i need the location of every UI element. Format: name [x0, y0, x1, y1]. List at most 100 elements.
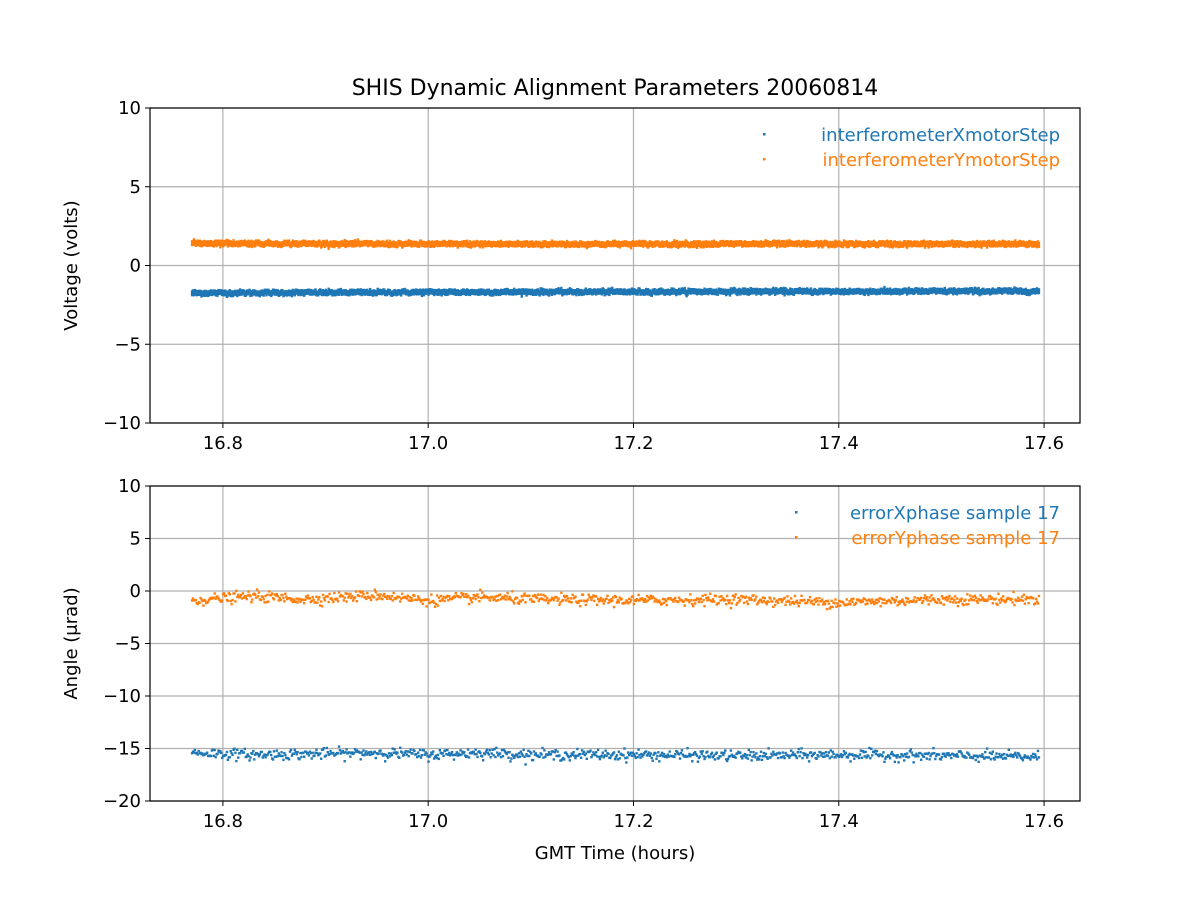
data-point: [512, 600, 515, 603]
data-point: [431, 752, 434, 756]
data-point: [954, 755, 958, 758]
data-point: [432, 601, 436, 604]
data-point: [728, 599, 732, 602]
data-point: [650, 597, 653, 600]
series-0: [190, 745, 1041, 766]
data-point: [302, 751, 305, 754]
data-point: [666, 753, 669, 756]
data-point: [729, 606, 733, 610]
data-point: [262, 598, 265, 601]
data-point: [980, 755, 983, 758]
data-point: [416, 755, 419, 759]
data-point: [583, 599, 587, 603]
data-point: [252, 749, 255, 753]
data-point: [754, 598, 757, 601]
data-point: [229, 749, 232, 753]
data-point: [922, 239, 926, 246]
data-point: [1033, 756, 1036, 759]
data-point: [986, 598, 990, 601]
data-point: [677, 753, 681, 756]
data-point: [475, 752, 478, 756]
data-point: [553, 751, 556, 754]
data-point: [636, 755, 639, 759]
data-point: [956, 755, 960, 758]
data-point: [603, 599, 606, 603]
data-point: [216, 595, 219, 598]
data-point: [349, 755, 352, 758]
data-point: [803, 754, 806, 757]
data-point: [353, 747, 357, 751]
data-point: [328, 752, 331, 756]
data-point: [801, 756, 804, 760]
data-point: [448, 751, 451, 755]
data-point: [728, 754, 732, 758]
data-point: [321, 748, 325, 751]
data-point: [680, 749, 684, 752]
data-point: [749, 597, 752, 600]
data-point: [836, 602, 839, 605]
data-point: [616, 758, 620, 761]
data-point: [697, 600, 701, 604]
data-point: [1017, 596, 1020, 600]
data-point: [761, 596, 765, 599]
data-point: [780, 756, 783, 759]
data-point: [950, 756, 953, 760]
data-point: [277, 752, 280, 755]
data-point: [894, 599, 897, 602]
data-point: [425, 605, 428, 608]
data-point: [513, 754, 517, 758]
data-point: [849, 603, 852, 606]
data-point: [440, 599, 443, 602]
data-point: [691, 602, 694, 606]
data-point: [759, 598, 763, 602]
data-point: [974, 758, 978, 762]
data-point: [637, 748, 640, 751]
data-point: [228, 593, 231, 596]
data-point: [631, 751, 635, 754]
data-point: [310, 757, 313, 760]
data-point: [265, 600, 268, 604]
data-point: [739, 598, 742, 601]
data-point: [614, 755, 618, 759]
data-point: [922, 755, 926, 758]
data-point: [672, 600, 675, 603]
data-point: [817, 603, 820, 606]
data-point: [815, 757, 818, 760]
data-point: [929, 599, 932, 603]
data-point: [668, 750, 671, 753]
data-point: [1026, 596, 1029, 600]
data-point: [871, 600, 875, 603]
data-point: [193, 748, 197, 752]
data-point: [647, 751, 651, 754]
data-point: [508, 750, 511, 754]
data-point: [567, 755, 571, 759]
data-point: [560, 286, 563, 293]
data-point: [751, 755, 754, 758]
data-point: [761, 755, 765, 758]
chart-title: SHIS Dynamic Alignment Parameters 200608…: [352, 76, 879, 101]
data-point: [875, 749, 879, 753]
data-point: [248, 593, 251, 597]
data-point: [574, 756, 577, 760]
data-point: [322, 746, 326, 750]
data-point: [546, 596, 549, 600]
data-point: [726, 757, 730, 761]
data-point: [573, 754, 576, 757]
data-point: [344, 592, 347, 595]
data-point: [724, 602, 728, 606]
data-point: [867, 754, 870, 758]
data-point: [902, 600, 905, 603]
data-point: [237, 756, 240, 759]
data-point: [321, 593, 325, 597]
data-point: [1002, 599, 1006, 602]
data-point: [352, 751, 356, 755]
data-point: [534, 752, 538, 755]
data-point: [744, 756, 748, 759]
data-point: [240, 749, 244, 753]
data-point: [841, 753, 845, 757]
data-point: [441, 751, 444, 755]
data-point: [298, 758, 301, 761]
data-point: [703, 604, 706, 608]
data-point: [418, 748, 422, 752]
data-point: [755, 752, 758, 755]
